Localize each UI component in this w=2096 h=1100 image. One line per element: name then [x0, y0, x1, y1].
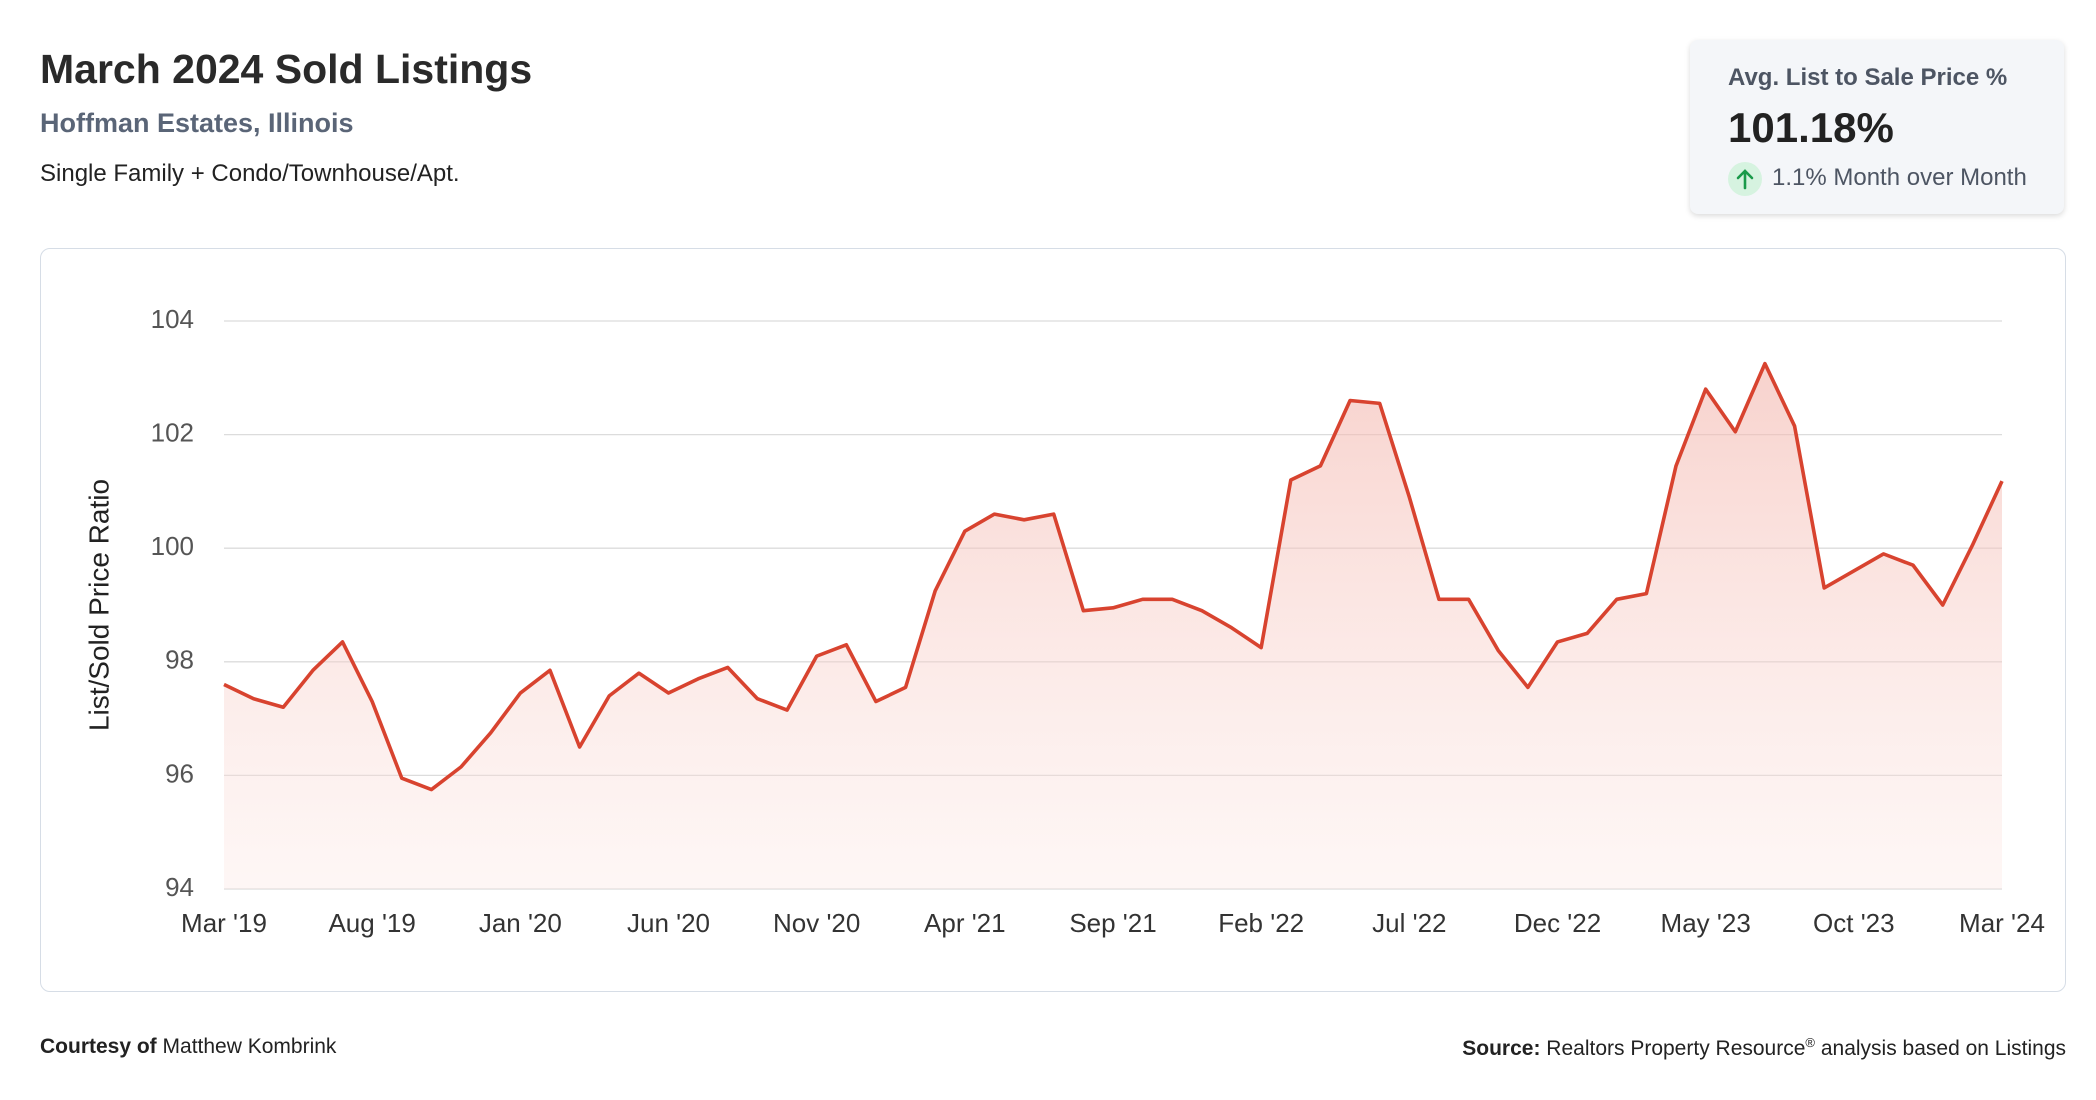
- kpi-card: Avg. List to Sale Price % 101.18% 1.1% M…: [1690, 40, 2064, 214]
- courtesy-name: Matthew Kombrink: [162, 1035, 337, 1058]
- y-tick-label: 100: [151, 531, 194, 561]
- x-tick-label: Nov '20: [773, 908, 860, 938]
- x-tick-label: Apr '21: [924, 908, 1006, 938]
- x-tick-label: Oct '23: [1813, 908, 1895, 938]
- x-tick-label: Sep '21: [1069, 908, 1156, 938]
- line: [223, 361, 2004, 792]
- location: Hoffman Estates, Illinois: [40, 108, 354, 138]
- x-tick-label: Mar '19: [181, 908, 267, 938]
- x-tick-label: Feb '22: [1218, 908, 1304, 938]
- x-tick-label: Jul '22: [1372, 908, 1446, 938]
- kpi-value: 101.18%: [1728, 104, 1894, 151]
- y-tick-label: 96: [165, 758, 194, 788]
- registered-mark: ®: [1805, 1035, 1815, 1050]
- source-name: Realtors Property Resource: [1546, 1037, 1806, 1060]
- chart-card: List/Sold Price Ratio 94 96 98 100 102 104 Mar…: [40, 248, 2066, 992]
- x-tick-label: May '23: [1661, 908, 1751, 938]
- x-tick-label: Dec '22: [1514, 908, 1601, 938]
- chart: List/Sold Price Ratio 94 96 98 100 102 104 Mar…: [83, 304, 2045, 938]
- footer-courtesy: Courtesy of Matthew Kombrink: [40, 1035, 336, 1059]
- x-tick-label: Jan '20: [479, 908, 562, 938]
- source-rest: analysis based on Listings: [1820, 1037, 2066, 1060]
- y-tick-label: 94: [165, 872, 194, 902]
- y-tick-label: 104: [151, 304, 194, 334]
- kpi-label: Avg. List to Sale Price %: [1728, 64, 2008, 91]
- x-tick-label: Mar '24: [1959, 908, 2045, 938]
- y-tick-label: 102: [151, 417, 194, 447]
- courtesy-label: Courtesy of: [40, 1035, 157, 1058]
- property-types: Single Family + Condo/Townhouse/Apt.: [40, 160, 460, 187]
- title: March 2024 Sold Listings: [40, 46, 533, 92]
- kpi-change: 1.1% Month over Month: [1772, 164, 2027, 191]
- source-label: Source:: [1462, 1037, 1541, 1060]
- x-tick-label: Jun '20: [627, 908, 710, 938]
- up-arrow-icon: [1728, 162, 1762, 196]
- area: [224, 363, 2002, 890]
- footer-source: Source: Realtors Property Resource® anal…: [1462, 1035, 2066, 1061]
- x-tick-label: Aug '19: [328, 908, 415, 938]
- y-tick-label: 98: [165, 645, 194, 675]
- y-axis-label: List/Sold Price Ratio: [83, 479, 114, 731]
